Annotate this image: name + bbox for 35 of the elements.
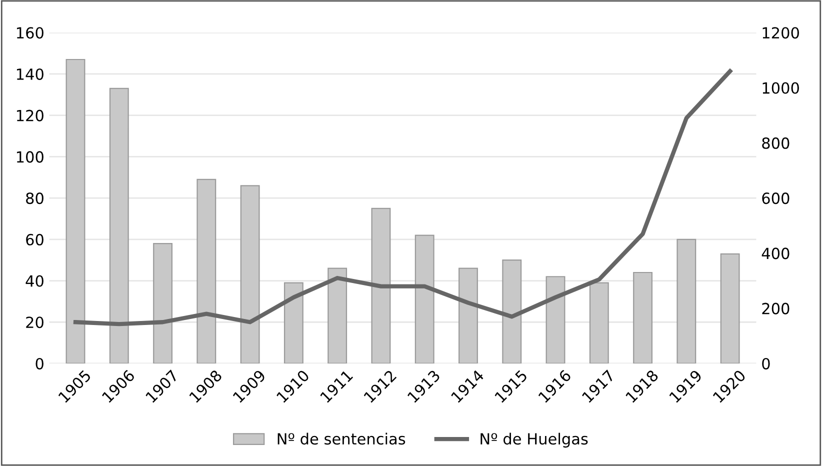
bar (240, 185, 260, 364)
y-tick-label: 40 (26, 275, 44, 287)
y2-tick-label: 600 (762, 192, 790, 204)
y-tick-label: 60 (26, 234, 44, 246)
bar (284, 282, 304, 364)
bar (546, 276, 566, 364)
y-tick-label: 140 (16, 68, 44, 80)
legend-label: Nº de sentencias (278, 432, 406, 445)
bar (109, 88, 129, 364)
bar (66, 58, 86, 364)
line-series (73, 69, 732, 326)
y2-tick-label: 1000 (762, 82, 799, 94)
y2-tick-label: 1200 (762, 27, 799, 39)
y-tick-label: 120 (16, 110, 44, 122)
bar (153, 242, 172, 364)
bar (720, 253, 740, 364)
legend-label: Nº de Huelgas (480, 432, 588, 448)
bar (676, 238, 696, 364)
bar (458, 268, 478, 364)
y-tick-label: 80 (26, 192, 44, 204)
y2-tick-label: 0 (762, 358, 770, 370)
bar (414, 234, 434, 364)
y-tick-label: 100 (16, 151, 44, 163)
y-tick-label: 20 (26, 316, 44, 328)
y2-tick-label: 400 (762, 248, 790, 260)
bar (196, 178, 216, 364)
bar (502, 260, 522, 364)
bar (589, 282, 609, 364)
y2-tick-label: 800 (762, 137, 790, 149)
y2-tick-label: 200 (762, 302, 790, 314)
y-tick-label: 0 (36, 358, 44, 370)
bar (371, 208, 391, 364)
bar (633, 272, 652, 364)
bar (328, 268, 348, 364)
y-tick-label: 160 (16, 27, 44, 39)
